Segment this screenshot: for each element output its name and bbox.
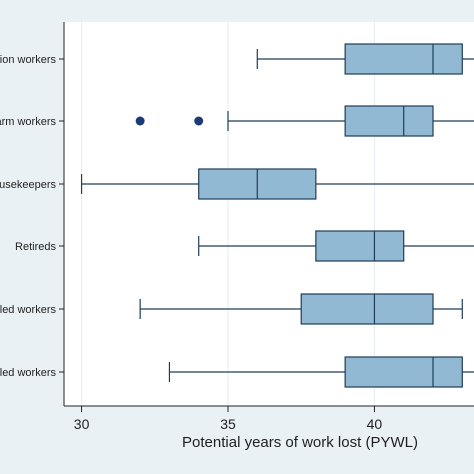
category-label: ousekeepers: [0, 179, 56, 191]
iqr-box: [300, 293, 434, 325]
box-group: [135, 105, 474, 137]
iqr-box: [315, 230, 405, 262]
iqr-box: [344, 105, 434, 137]
iqr-box: [344, 356, 463, 388]
x-axis-title: Potential years of work lost (PYWL): [182, 434, 418, 451]
grid-lines: [81, 22, 375, 406]
x-tick-label-30: 30: [74, 416, 90, 432]
box-marks: [80, 43, 474, 388]
plot-area: [64, 22, 474, 406]
x-tick-label-35: 35: [220, 416, 236, 432]
category-label: killed workers: [0, 367, 56, 379]
iqr-box: [344, 43, 463, 75]
x-axis: 30 35 40: [63, 22, 474, 432]
box-group: [80, 168, 474, 200]
box-group: [256, 43, 474, 75]
box-group: [139, 293, 463, 325]
category-label: Retireds: [15, 241, 56, 253]
box-group: [198, 230, 474, 262]
category-label: ction workers: [0, 54, 57, 66]
x-tick-label-40: 40: [367, 416, 383, 432]
category-label: Farm workers: [0, 116, 56, 128]
box-group: [168, 356, 474, 388]
outlier-point: [135, 116, 145, 126]
category-label: illed workers: [0, 304, 56, 316]
outlier-point: [194, 116, 204, 126]
category-labels: ction workers Farm workers ousekeepers Reti…: [0, 54, 64, 379]
